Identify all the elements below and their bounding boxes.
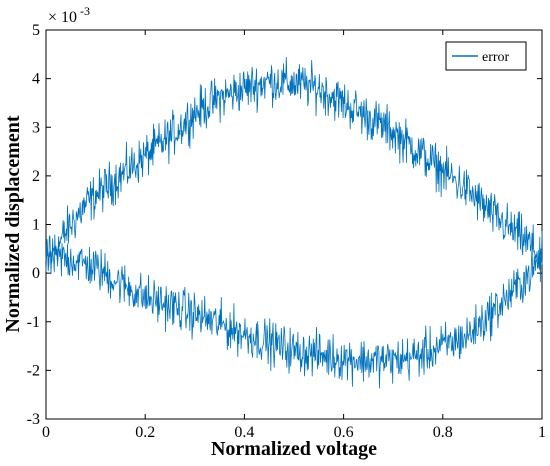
- x-tick-label: 0.4: [234, 424, 254, 441]
- x-tick-label: 1: [538, 424, 546, 441]
- series-line-lower: [45, 234, 543, 389]
- legend: error: [445, 41, 527, 71]
- legend-label-error: error: [482, 50, 510, 65]
- y-tick-label: 4: [32, 71, 40, 88]
- y-tick-label: 5: [32, 22, 40, 39]
- y-tick-label: -3: [27, 411, 40, 428]
- x-tick-label: 0.2: [135, 424, 155, 441]
- ticks: 0 0.2 0.4 0.6 0.8 1 -3 -2 -1 0 1 2 3 4 5: [27, 22, 546, 441]
- series-line-upper: [45, 56, 543, 268]
- y-exponent-power: -3: [80, 4, 90, 18]
- x-tick-label: 0.6: [334, 424, 354, 441]
- series-layer: [45, 56, 543, 389]
- x-tick-label: 0: [42, 424, 50, 441]
- y-tick-label: -1: [27, 314, 40, 331]
- y-tick-label: 1: [32, 217, 40, 234]
- y-tick-label: 2: [32, 168, 40, 185]
- y-exponent-base: × 10: [48, 9, 77, 26]
- y-tick-label: 0: [32, 265, 40, 282]
- y-tick-label: -2: [27, 362, 40, 379]
- y-tick-label: 3: [32, 119, 40, 136]
- x-axis-label: Normalized voltage: [211, 438, 377, 460]
- x-tick-label: 0.8: [433, 424, 453, 441]
- y-axis-label: Normalized displacement: [2, 115, 24, 333]
